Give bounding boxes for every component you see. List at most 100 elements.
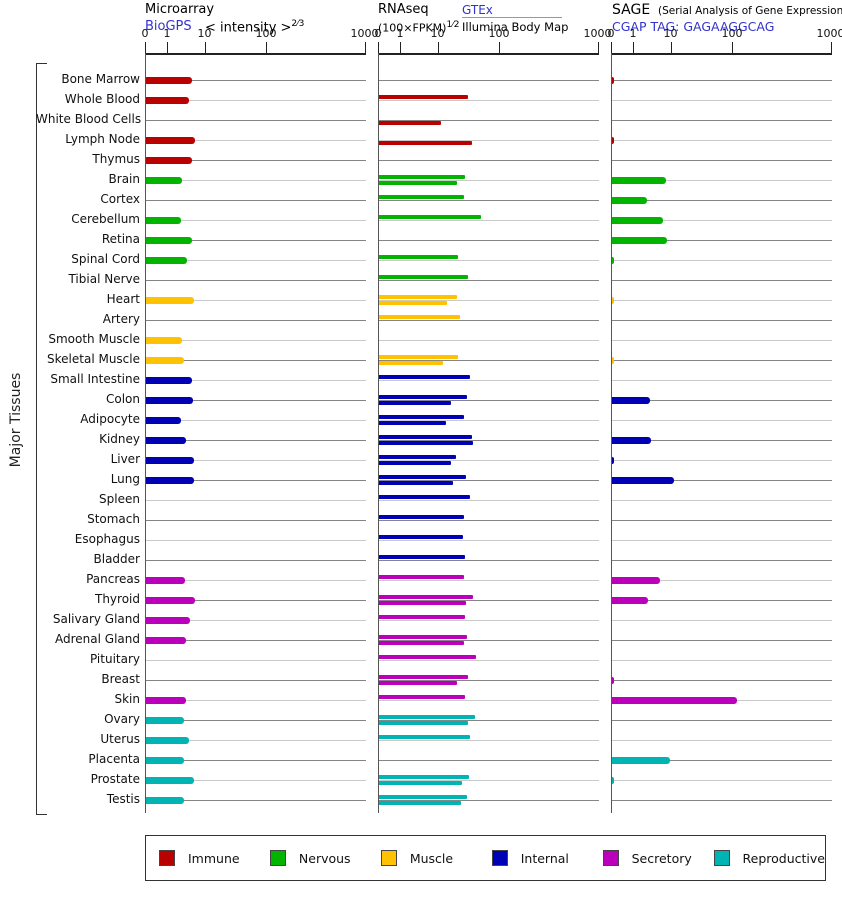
tissue-row-track (146, 440, 366, 441)
tissue-row-track (612, 500, 832, 501)
legend-label: Muscle (409, 850, 454, 866)
gtex-bar (379, 415, 465, 419)
bodymap-bar (379, 441, 474, 445)
tissue-row-track (146, 380, 366, 381)
tissue-row-track (612, 340, 832, 341)
gtex-bar (379, 515, 465, 519)
gtex-bar (379, 195, 465, 199)
tissue-row-track (379, 340, 599, 341)
tissue-row-track (379, 660, 599, 661)
tissue-row-track (379, 680, 599, 681)
axis-tick-label: 0 (607, 27, 615, 40)
axis-tick-label: 10 (663, 27, 678, 40)
axis-tick (400, 42, 401, 53)
sage-bar (612, 297, 615, 304)
x-axis-line (378, 53, 599, 55)
tissue-label: Lymph Node (65, 132, 140, 146)
bodymap-bar (379, 401, 452, 405)
tissue-label: Kidney (99, 432, 140, 446)
gtex-bar (379, 535, 463, 539)
sage-panel-subtitle: (Serial Analysis of Gene Expression) (658, 5, 842, 17)
microarray-bar (146, 297, 194, 304)
biogps-link[interactable]: BioGPS (145, 19, 192, 34)
axis-tick-label: 100 (488, 27, 510, 40)
axis-tick-label: 100 (721, 27, 743, 40)
bodymap-bar (379, 141, 472, 145)
gtex-bar (379, 215, 481, 219)
gtex-bar (379, 595, 474, 599)
category-legend: Immune Nervous Muscle Internal Secretory Repr… (145, 835, 826, 881)
gtex-bodymap-divider (462, 17, 562, 18)
microarray-bar (146, 397, 193, 404)
tissue-row-track (146, 600, 366, 601)
tissue-row-track (612, 100, 832, 101)
tissue-row-track (146, 300, 366, 301)
sage-bar (612, 597, 649, 604)
panel-microarray: 0 1 10 100 1000 (142, 0, 379, 830)
tissue-row-track (612, 720, 832, 721)
sage-bar (612, 697, 738, 704)
tissue-label: Skin (114, 692, 140, 706)
tissue-row-track (612, 440, 832, 441)
microarray-bar (146, 617, 191, 624)
tissue-row-track (379, 380, 599, 381)
gtex-bar (379, 495, 470, 499)
microarray-panel-title: Microarray (145, 2, 215, 17)
legend-item: Internal (491, 850, 603, 866)
gtex-bar (379, 655, 477, 659)
tissue-row-track (379, 360, 599, 361)
sage-bar (612, 177, 666, 184)
tissue-row-track (146, 560, 366, 561)
tissue-row-track (379, 620, 599, 621)
microarray-bar (146, 377, 192, 384)
tissue-row-track (146, 500, 366, 501)
tissue-label: Small Intestine (50, 372, 140, 386)
tissue-row-track (146, 700, 366, 701)
tissue-row-track (612, 420, 832, 421)
sage-bar (612, 677, 615, 684)
tissue-row-track (146, 420, 366, 421)
tissue-label: Thymus (92, 152, 140, 166)
tissue-label: Lung (110, 472, 140, 486)
tissue-row-track (146, 200, 366, 201)
rnaseq-formula: (100×FPKM)1⁄2 (378, 20, 459, 35)
axis-tick-label: 100 (255, 27, 277, 40)
sage-bar (612, 477, 675, 484)
tissue-row-track (146, 760, 366, 761)
tissue-row-track (146, 480, 366, 481)
tissue-row-track (379, 580, 599, 581)
tissue-row-track (146, 100, 366, 101)
microarray-bar (146, 757, 184, 764)
rnaseq-panel-title: RNAseq (378, 2, 429, 17)
legend-label: Reproductive (742, 850, 825, 866)
legend-label: Internal (520, 850, 569, 866)
axis-tick-label: 10 (430, 27, 445, 40)
tissue-label: Salivary Gland (52, 612, 140, 626)
tissue-row-track (612, 260, 832, 261)
tissue-row-track (146, 180, 366, 181)
axis-tick-label: 0 (374, 27, 382, 40)
axis-tick (499, 42, 500, 53)
tissue-row-track (379, 760, 599, 761)
tissue-row-track (379, 740, 599, 741)
tissue-row-track (612, 80, 832, 81)
tissue-row-track (612, 240, 832, 241)
microarray-bar (146, 137, 195, 144)
bodymap-bar (379, 721, 468, 725)
tissue-row-track (612, 320, 832, 321)
illumina-body-map-label: Illumina Body Map (462, 20, 569, 34)
cgap-tag-link[interactable]: CGAP TAG: GAGAAGGCAG (612, 19, 775, 34)
microarray-bar (146, 577, 185, 584)
gtex-bar (379, 575, 465, 579)
sage-bar (612, 757, 670, 764)
gtex-bar (379, 555, 466, 559)
microarray-bar (146, 697, 186, 704)
gtex-link[interactable]: GTEx (462, 3, 493, 17)
microarray-bar (146, 637, 186, 644)
axis-tick (364, 42, 366, 53)
sage-bar (612, 217, 664, 224)
tissue-row-track (612, 120, 832, 121)
tissue-label: Pancreas (86, 572, 140, 586)
tissue-label: Heart (106, 292, 140, 306)
tissue-row-track (612, 140, 832, 141)
